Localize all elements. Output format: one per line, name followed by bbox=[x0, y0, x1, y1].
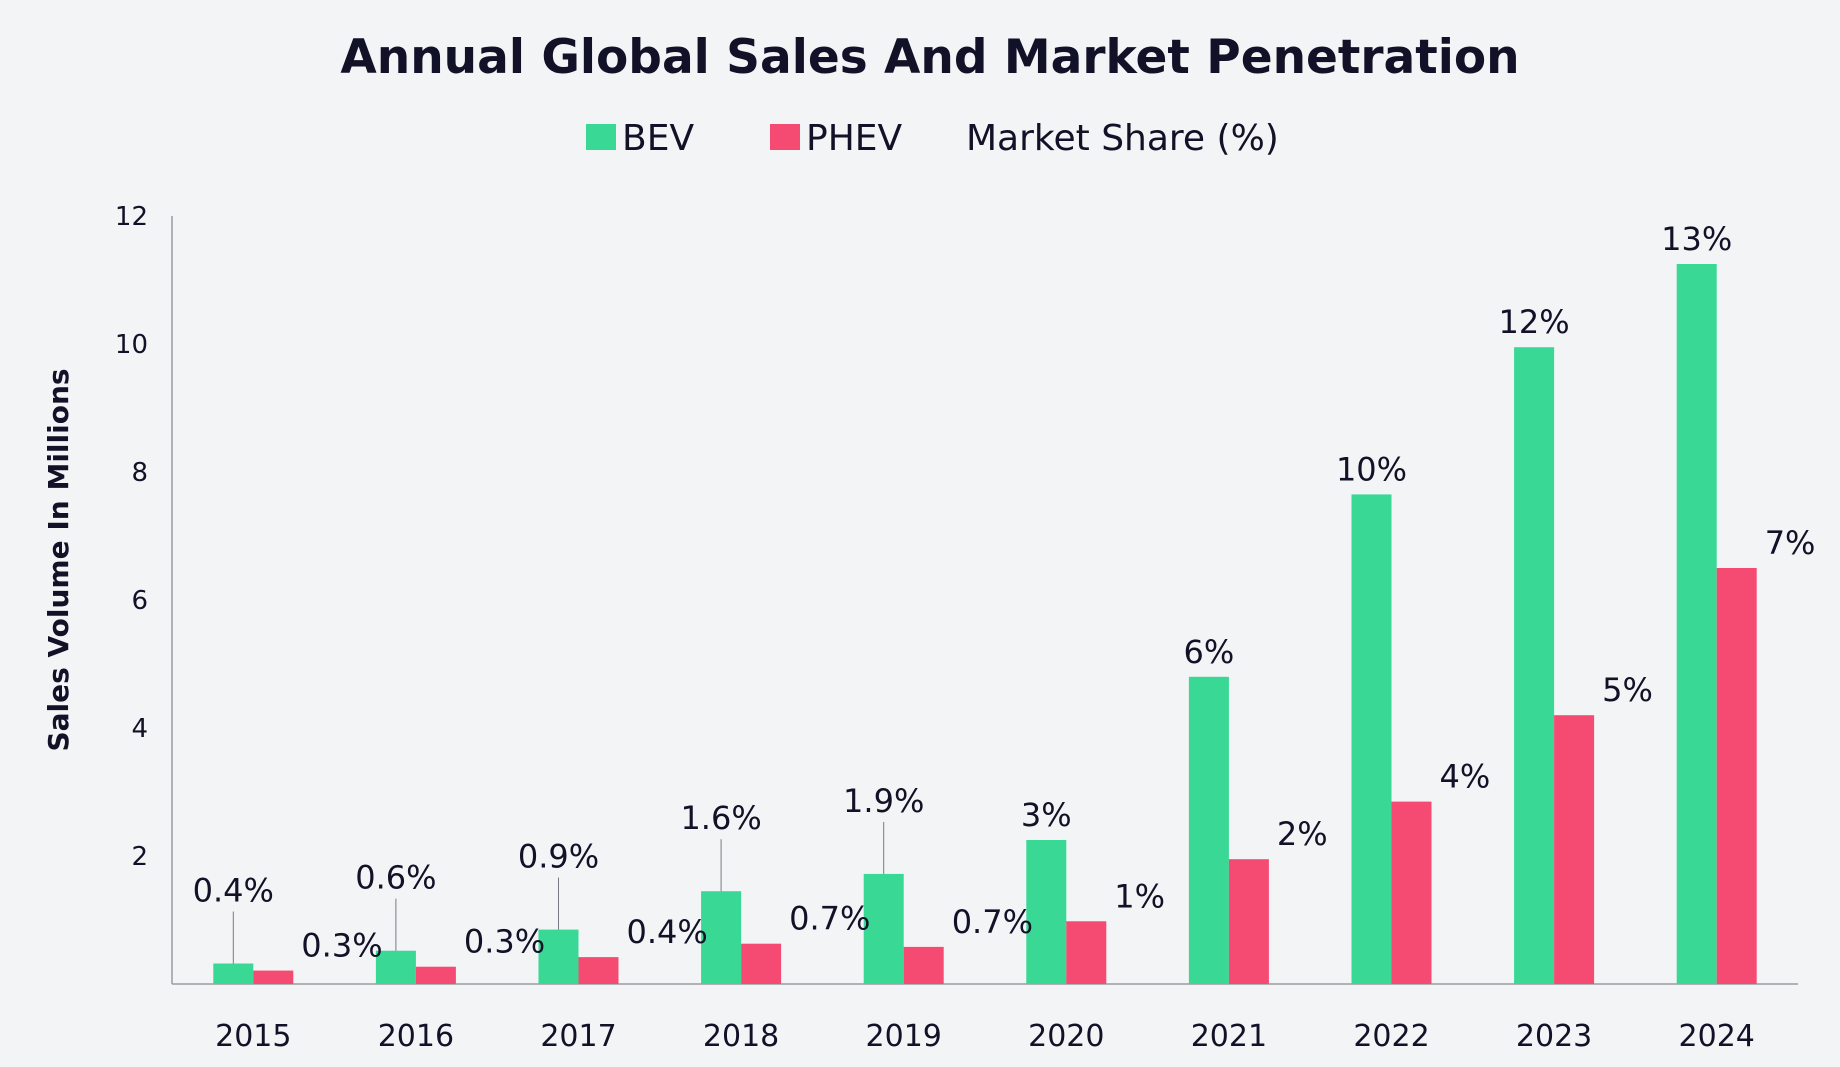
bar-bev-2018 bbox=[701, 891, 742, 984]
x-tick-label: 2023 bbox=[1516, 1019, 1592, 1054]
data-label-phev-2023: 5% bbox=[1602, 671, 1653, 709]
bar-phev-2017 bbox=[578, 957, 619, 984]
x-tick-label: 2016 bbox=[378, 1019, 454, 1054]
bar-bev-2023 bbox=[1514, 347, 1555, 984]
bar-phev-2024 bbox=[1716, 568, 1757, 984]
x-tick-label: 2022 bbox=[1353, 1019, 1429, 1054]
y-tick-label: 2 bbox=[131, 842, 148, 872]
bar-phev-2021 bbox=[1228, 859, 1269, 984]
legend-label-bev: BEV bbox=[622, 118, 694, 159]
bar-phev-2015 bbox=[253, 970, 294, 984]
y-tick-label: 6 bbox=[131, 586, 148, 616]
bar-bev-2015 bbox=[213, 963, 254, 984]
data-label-bev-2017: 0.9% bbox=[518, 838, 599, 876]
bar-bev-2022 bbox=[1351, 494, 1392, 984]
bar-bev-2020 bbox=[1026, 840, 1067, 984]
data-label-phev-2018: 0.7% bbox=[789, 900, 870, 938]
x-tick-label: 2020 bbox=[1028, 1019, 1104, 1054]
legend: BEV PHEV Market Share (%) bbox=[586, 118, 1279, 159]
legend-label-phev: PHEV bbox=[806, 118, 903, 159]
y-tick-label: 8 bbox=[131, 458, 148, 488]
data-label-phev-2016: 0.3% bbox=[464, 923, 545, 961]
bar-bev-2016 bbox=[375, 950, 416, 984]
data-label-bev-2020: 3% bbox=[1021, 796, 1072, 834]
x-tick-label: 2021 bbox=[1191, 1019, 1267, 1054]
data-labels-group: 0.4% 0.3% 0.6% 0.3% 0.9% 0.4% 1.6% 0.7% 1.9% 0.7%… bbox=[193, 220, 1816, 965]
bar-bev-2024 bbox=[1676, 264, 1717, 984]
legend-label-market-share: Market Share (%) bbox=[966, 118, 1279, 159]
data-label-phev-2017: 0.4% bbox=[627, 913, 708, 951]
data-label-bev-2022: 10% bbox=[1336, 450, 1407, 488]
x-tick-label: 2019 bbox=[866, 1019, 942, 1054]
data-label-bev-2021: 6% bbox=[1184, 633, 1235, 671]
bar-phev-2020 bbox=[1066, 921, 1107, 984]
data-label-bev-2019: 1.9% bbox=[843, 782, 924, 820]
axes: 2 4 6 8 10 12 2015 2016 2017 2018 2019 2020 2021 2022… bbox=[115, 202, 1798, 1054]
data-label-phev-2022: 4% bbox=[1440, 758, 1491, 796]
data-label-phev-2021: 2% bbox=[1277, 815, 1328, 853]
bar-phev-2023 bbox=[1554, 715, 1595, 984]
x-tick-label: 2015 bbox=[215, 1019, 291, 1054]
bar-phev-2016 bbox=[415, 966, 456, 984]
x-tick-label: 2024 bbox=[1679, 1019, 1755, 1054]
data-label-phev-2019: 0.7% bbox=[952, 903, 1033, 941]
y-axis-label: Sales Volume In Millions bbox=[42, 368, 75, 751]
y-tick-label: 10 bbox=[115, 330, 148, 360]
data-label-phev-2020: 1% bbox=[1114, 877, 1165, 915]
bar-phev-2018 bbox=[741, 943, 782, 984]
bar-bev-2021 bbox=[1188, 676, 1229, 984]
data-label-phev-2015: 0.3% bbox=[301, 927, 382, 965]
data-label-bev-2023: 12% bbox=[1499, 303, 1570, 341]
y-tick-label: 12 bbox=[115, 202, 148, 232]
data-label-bev-2015: 0.4% bbox=[193, 872, 274, 910]
bars-group bbox=[213, 264, 1757, 984]
data-label-bev-2016: 0.6% bbox=[355, 859, 436, 897]
y-tick-label: 4 bbox=[131, 714, 148, 744]
bar-phev-2022 bbox=[1391, 801, 1432, 984]
x-tick-label: 2017 bbox=[540, 1019, 616, 1054]
data-label-phev-2024: 7% bbox=[1765, 524, 1816, 562]
bar-phev-2019 bbox=[903, 946, 944, 984]
legend-swatch-phev bbox=[770, 124, 800, 150]
data-label-bev-2018: 1.6% bbox=[680, 799, 761, 837]
chart-title: Annual Global Sales And Market Penetrati… bbox=[340, 30, 1519, 85]
x-tick-label: 2018 bbox=[703, 1019, 779, 1054]
legend-swatch-bev bbox=[586, 124, 616, 150]
bar-bev-2019 bbox=[863, 873, 904, 984]
data-label-bev-2024: 13% bbox=[1661, 220, 1732, 258]
bar-bev-2017 bbox=[538, 929, 579, 984]
